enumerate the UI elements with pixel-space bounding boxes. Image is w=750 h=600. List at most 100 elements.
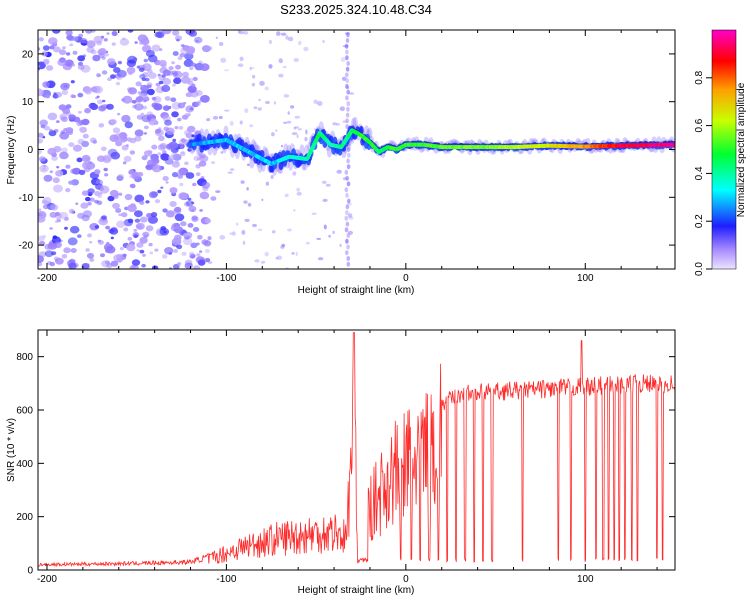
- noise-blob: [142, 72, 149, 78]
- noise-blob: [180, 138, 186, 143]
- streak-blob: [345, 118, 349, 124]
- y-tick-label: 200: [16, 512, 33, 523]
- noise-blob: [119, 247, 124, 251]
- noise-blob: [134, 41, 138, 44]
- noise-blob: [106, 32, 110, 35]
- noise-blob: [134, 135, 142, 142]
- noise-blob: [148, 72, 157, 79]
- noise-blob: [124, 193, 133, 201]
- noise-blob: [55, 170, 64, 177]
- noise-blob: [199, 63, 210, 71]
- noise-blob: [44, 243, 52, 250]
- noise-blob: [47, 112, 58, 121]
- noise-blob: [53, 241, 62, 248]
- noise-blob: [158, 80, 164, 85]
- colorbar: 0.0 0.2 0.4 0.6 0.8 Normalized spectral ampl…: [694, 29, 747, 276]
- noise-blob: [239, 30, 244, 35]
- noise-blob: [126, 137, 133, 142]
- noise-blob: [185, 172, 195, 179]
- noise-blob: [107, 77, 112, 82]
- noise-blob: [339, 243, 342, 247]
- y-tick-label: 800: [16, 352, 33, 363]
- colorbar-label: Normalized spectral amplitude: [736, 82, 747, 217]
- noise-blob: [187, 85, 197, 93]
- noise-blob: [219, 235, 226, 240]
- noise-blob: [191, 134, 195, 138]
- noise-blob: [59, 49, 67, 56]
- noise-blob: [280, 32, 287, 36]
- noise-blob: [197, 259, 206, 266]
- noise-blob: [328, 234, 331, 238]
- noise-blob: [38, 133, 44, 138]
- noise-blob: [188, 205, 197, 213]
- noise-blob: [85, 196, 91, 202]
- spectrogram-x-ticks: -200 -100 0 100: [37, 30, 658, 284]
- noise-blob: [162, 208, 168, 213]
- noise-blob: [187, 223, 194, 228]
- noise-blob: [179, 53, 185, 58]
- noise-blob: [87, 201, 92, 206]
- noise-blob: [134, 210, 143, 218]
- noise-blob: [172, 30, 180, 36]
- noise-blob: [180, 145, 185, 150]
- noise-blob: [275, 129, 278, 132]
- noise-blob: [85, 263, 90, 267]
- noise-blob: [261, 198, 264, 202]
- noise-blob: [110, 260, 119, 267]
- noise-blob: [275, 256, 279, 260]
- noise-blob: [242, 31, 249, 35]
- streak-blob: [346, 101, 351, 107]
- x-tick-label: -200: [37, 574, 57, 585]
- noise-blob: [94, 225, 100, 229]
- noise-blob: [110, 119, 117, 125]
- noise-blob: [170, 97, 177, 102]
- noise-blob: [176, 244, 183, 250]
- noise-blob: [140, 112, 145, 116]
- noise-blob: [43, 125, 50, 131]
- noise-blob: [192, 76, 198, 82]
- noise-blob: [251, 82, 256, 87]
- ridge-haze: [352, 116, 358, 129]
- noise-blob: [293, 126, 297, 130]
- noise-blob: [68, 114, 76, 121]
- noise-blob: [100, 146, 107, 152]
- figure-title: S233.2025.324.10.48.C34: [280, 2, 432, 17]
- noise-blob: [147, 88, 155, 96]
- noise-blob: [178, 138, 188, 146]
- noise-blob: [296, 134, 299, 139]
- noise-blob: [181, 251, 187, 256]
- noise-blob: [204, 248, 210, 254]
- noise-blob: [212, 115, 219, 120]
- noise-blob: [39, 119, 48, 127]
- streak-blob: [346, 158, 350, 164]
- noise-blob: [38, 251, 47, 258]
- noise-blob: [102, 154, 112, 162]
- noise-blob: [199, 250, 203, 253]
- noise-blob: [52, 30, 61, 34]
- noise-blob: [117, 60, 122, 65]
- noise-blob: [252, 223, 257, 228]
- streak-blob: [345, 72, 349, 78]
- noise-blob: [195, 172, 201, 177]
- noise-blob: [175, 64, 181, 70]
- noise-blob: [196, 157, 201, 161]
- noise-blob: [323, 224, 327, 230]
- noise-blob: [168, 66, 174, 71]
- noise-blob: [48, 130, 57, 137]
- noise-blob: [148, 215, 158, 224]
- noise-blob: [98, 240, 104, 245]
- noise-blob: [77, 234, 82, 239]
- noise-blob: [62, 46, 66, 50]
- noise-blob: [278, 73, 284, 78]
- noise-blob: [97, 99, 103, 105]
- noise-blob: [93, 35, 103, 44]
- noise-blob: [144, 37, 149, 41]
- noise-blob: [78, 110, 82, 114]
- noise-blob: [117, 174, 125, 180]
- noise-blob: [295, 251, 298, 257]
- streak-blob: [346, 256, 351, 261]
- streak-blob: [345, 221, 350, 227]
- x-tick-label: -100: [216, 574, 236, 585]
